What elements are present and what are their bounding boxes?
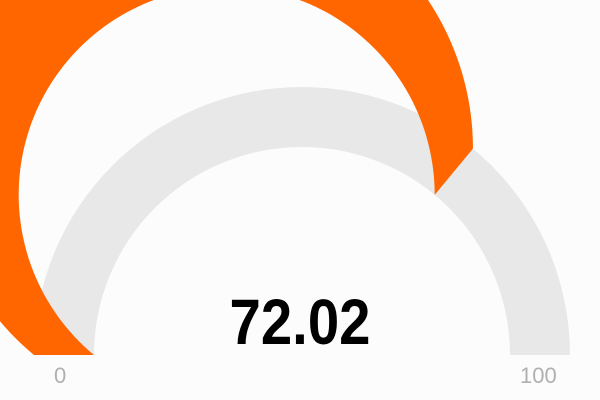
gauge-fill [0, 0, 473, 355]
gauge-value-label: 72.02 [229, 286, 371, 358]
gauge-min-label: 0 [54, 363, 67, 388]
gauge-max-label: 100 [520, 363, 557, 388]
